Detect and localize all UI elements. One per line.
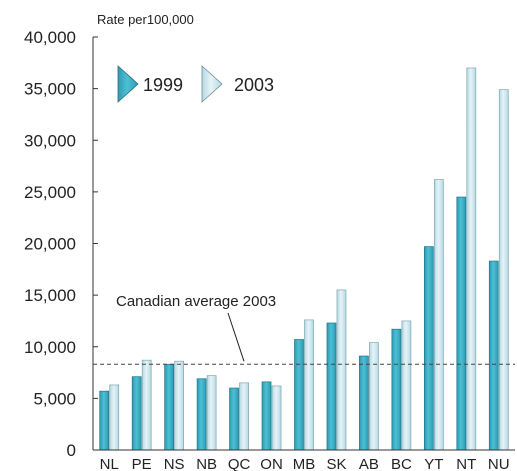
legend-marker-2003 [201,65,223,103]
x-tick-label: SK [326,456,346,471]
x-tick-label: AB [359,456,379,471]
bar-1999-SK [326,322,337,451]
legend-label-2003: 2003 [234,75,274,95]
bar-1999-ON [261,381,272,451]
bar-2003-NB [206,375,217,451]
bar-1999-QC [229,387,239,451]
bar-2003-MB [304,319,314,451]
x-tick-label: QC [228,456,251,471]
bar-1999-NT [456,196,467,451]
y-tick-label: 10,000 [24,338,76,357]
bar-2003-AB [369,342,379,451]
x-tick-label: BC [391,456,412,471]
x-tick-label: NS [164,456,185,471]
legend-marker-1999 [117,65,139,103]
bar-1999-AB [359,355,369,451]
bar-2003-NT [466,67,477,451]
bar-1999-PE [131,376,142,451]
y-tick-label: 15,000 [24,286,76,305]
x-tick-label: ON [260,456,283,471]
bar-2003-SK [336,289,347,451]
bar-2003-BC [401,320,412,451]
bar-1999-NB [196,378,207,451]
bar-2003-PE [141,359,152,451]
y-tick-label: 20,000 [24,235,76,254]
y-tick-label: 0 [67,441,76,460]
x-tick-label: NB [196,456,217,471]
bar-1999-NL [99,390,110,451]
x-tick-label: MB [293,456,316,471]
x-tick-label: PE [132,456,152,471]
y-axis: 0 5,000 10,000 15,000 20,000 25,000 30,000 35,0… [24,28,98,460]
bar-1999-MB [294,339,304,451]
x-tick-label: NL [100,456,119,471]
bar-2003-NU [498,89,509,451]
bar-2003-QC [239,382,249,451]
x-axis: NL PE NS NB QC ON MB SK AB BC YT NT NU [100,456,510,471]
bar-2003-YT [433,179,444,451]
y-tick-label: 5,000 [33,389,76,408]
bar-2003-ON [271,385,282,451]
reference-line-label: Canadian average 2003 [116,293,276,310]
bar-2003-NS [174,360,185,451]
bar-2003-NL [109,384,120,451]
y-tick-label: 30,000 [24,131,76,150]
x-tick-label: NT [456,456,476,471]
reference-line-pointer [227,312,245,362]
y-tick-label: 40,000 [24,28,76,47]
legend-label-1999: 1999 [143,75,183,95]
legend: 1999 2003 [117,65,274,103]
y-tick-label: 25,000 [24,183,76,202]
bar-1999-BC [391,328,402,451]
bars [99,67,509,451]
y-tick-label: 35,000 [24,80,76,99]
bar-1999-NS [164,363,175,451]
bar-1999-NU [488,260,499,451]
y-axis-label: Rate per100,000 [97,12,194,27]
x-tick-label: NU [488,456,510,471]
bar-1999-YT [423,246,434,451]
x-tick-label: YT [424,456,443,471]
